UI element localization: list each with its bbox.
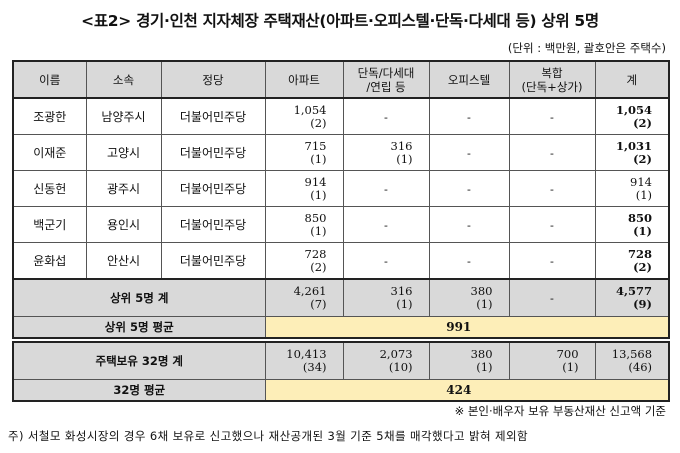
header-name: 이름: [12, 60, 87, 99]
top5-table: 이름 소속 정당 아파트 단독/다세대/연립 등 오피스텔 복합 (단독+상가) …: [12, 60, 670, 339]
top5-total-officetel: 380 (1): [428, 278, 510, 317]
cell-apartment: 1,054 (2): [264, 97, 344, 135]
cell-affiliation: 용인시: [85, 206, 162, 243]
cell-officetel: -: [428, 170, 510, 207]
cell-officetel: -: [428, 242, 510, 280]
cell-total: 914 (1): [594, 170, 670, 207]
cell-affiliation: 남양주시: [85, 97, 162, 135]
cell-detached: -: [342, 97, 430, 135]
cell-apartment: 914 (1): [264, 170, 344, 207]
cell-mixed: -: [508, 134, 596, 171]
cell-party: 더불어민주당: [160, 97, 266, 135]
cell-party: 더불어민주당: [160, 170, 266, 207]
cell-mixed: -: [508, 170, 596, 207]
cell-detached: -: [342, 206, 430, 243]
cell-officetel: -: [428, 97, 510, 135]
cell-name: 윤화섭: [12, 242, 87, 280]
header-party: 정당: [160, 60, 266, 99]
top5-avg-row: 상위 5명 평균 991: [12, 316, 670, 339]
house-total-label: 주택보유 32명 계: [12, 341, 266, 380]
house-avg-row: 32명 평균 424: [12, 379, 670, 402]
source-note: ※ 본인·배우자 보유 부동산재산 신고액 기준: [454, 404, 666, 418]
house-total-officetel: 380 (1): [428, 341, 510, 380]
cell-affiliation: 안산시: [85, 242, 162, 280]
top5-total-detached: 316 (1): [342, 278, 430, 317]
house-avg-value: 424: [264, 379, 670, 402]
cell-affiliation: 광주시: [85, 170, 162, 207]
cell-name: 이재준: [12, 134, 87, 171]
table-row: 백군기 용인시 더불어민주당 850 (1) - - -850 (1): [12, 206, 670, 243]
cell-affiliation: 고양시: [85, 134, 162, 171]
unit-note: (단위 : 백만원, 괄호안은 주택수): [507, 41, 666, 55]
cell-name: 신동헌: [12, 170, 87, 207]
cell-party: 더불어민주당: [160, 242, 266, 280]
house-total-row: 주택보유 32명 계 10,413 (34) 2,073 (10) 380 (1) 7…: [12, 341, 670, 380]
house-owners-table: 주택보유 32명 계 10,413 (34) 2,073 (10) 380 (1) 7…: [12, 341, 671, 402]
cell-officetel: -: [428, 134, 510, 171]
cell-detached: 316 (1): [342, 134, 430, 171]
top5-avg-value: 991: [264, 316, 670, 339]
header-detached: 단독/다세대/연립 등: [342, 60, 430, 99]
cell-total: 850 (1): [594, 206, 670, 243]
cell-detached: -: [342, 170, 430, 207]
header-mixed: 복합 (단독+상가): [508, 60, 596, 99]
top5-total-row: 상위 5명 계 4,261 (7) 316 (1) 380 (1) - 4,577 (9…: [12, 278, 670, 317]
header-row: 이름 소속 정당 아파트 단독/다세대/연립 등 오피스텔 복합 (단독+상가) …: [12, 60, 670, 99]
cell-mixed: -: [508, 97, 596, 135]
house-total-apartment: 10,413 (34): [264, 341, 344, 380]
top5-total-total: 4,577 (9): [594, 278, 670, 317]
table-row: 조광한 남양주시 더불어민주당 1,054 (2) - - -1,054 (2): [12, 97, 670, 135]
cell-total: 1,054 (2): [594, 97, 670, 135]
table-row: 윤화섭 안산시 더불어민주당 728 (2) - - -728 (2): [12, 242, 670, 280]
cell-name: 조광한: [12, 97, 87, 135]
header-officetel: 오피스텔: [428, 60, 510, 99]
cell-total: 1,031 (2): [594, 134, 670, 171]
cell-apartment: 850 (1): [264, 206, 344, 243]
house-avg-label: 32명 평균: [12, 379, 266, 402]
house-total-detached: 2,073 (10): [342, 341, 430, 380]
table-title: <표2> 경기·인천 지자체장 주택재산(아파트·오피스텔·단독·다세대 등) …: [81, 12, 599, 30]
house-total-mixed: 700 (1): [508, 341, 596, 380]
table-row: 신동헌 광주시 더불어민주당 914 (1) - - -914 (1): [12, 170, 670, 207]
cell-mixed: -: [508, 242, 596, 280]
cell-total: 728 (2): [594, 242, 670, 280]
cell-apartment: 728 (2): [264, 242, 344, 280]
cell-mixed: -: [508, 206, 596, 243]
top5-total-label: 상위 5명 계: [12, 278, 266, 317]
top5-avg-label: 상위 5명 평균: [12, 316, 266, 339]
top5-total-mixed: -: [508, 278, 596, 317]
house-total-total: 13,568 (46): [594, 341, 670, 380]
cell-detached: -: [342, 242, 430, 280]
footnote: 주) 서철모 화성시장의 경우 6채 보유로 신고했으나 재산공개된 3월 기준…: [8, 429, 528, 443]
cell-officetel: -: [428, 206, 510, 243]
header-total: 계: [594, 60, 670, 99]
cell-party: 더불어민주당: [160, 206, 266, 243]
cell-party: 더불어민주당: [160, 134, 266, 171]
header-affiliation: 소속: [85, 60, 162, 99]
cell-name: 백군기: [12, 206, 87, 243]
header-apartment: 아파트: [264, 60, 344, 99]
top5-total-apartment: 4,261 (7): [264, 278, 344, 317]
table-row: 이재준 고양시 더불어민주당 715 (1) 316 (1) - -1,031 (2): [12, 134, 670, 171]
cell-apartment: 715 (1): [264, 134, 344, 171]
